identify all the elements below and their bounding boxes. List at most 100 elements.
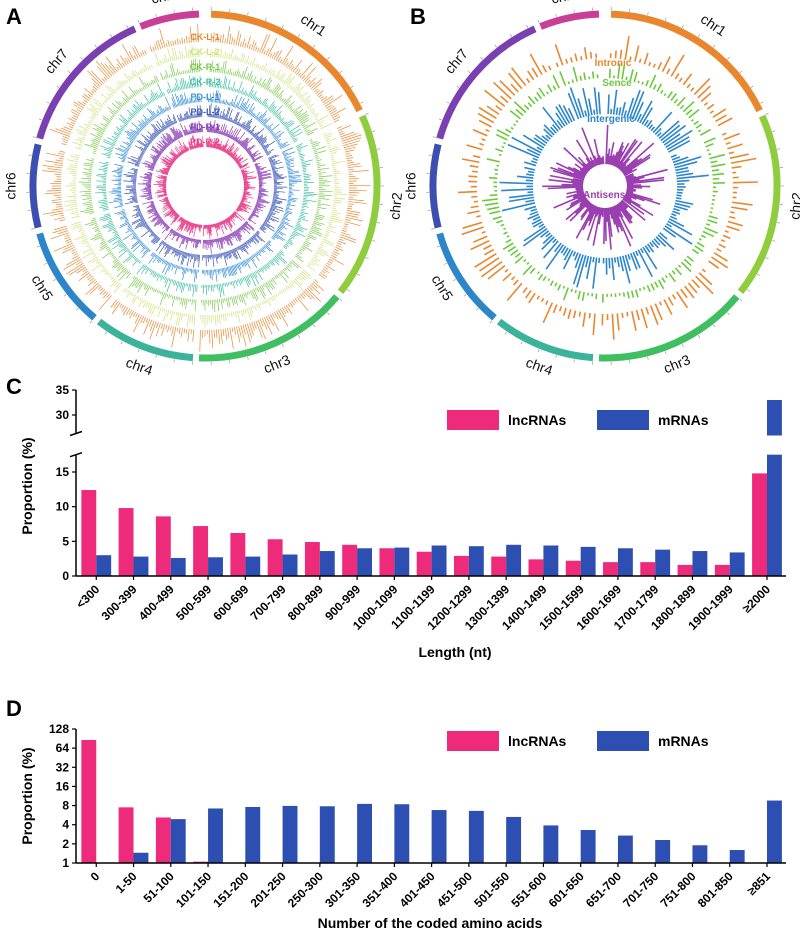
track-bar: [255, 205, 262, 209]
track-bar: [168, 159, 174, 164]
track-bar: [262, 223, 275, 232]
track-bar: [310, 229, 322, 235]
track-bar: [629, 56, 632, 61]
bar-mrnas: [245, 806, 261, 863]
track-bar: [118, 132, 122, 135]
track-bar: [240, 325, 247, 347]
track-bar: [162, 203, 171, 209]
track-bar: [116, 58, 124, 68]
track-bar: [133, 55, 137, 60]
track-bar: [139, 103, 144, 109]
track-bar: [149, 100, 152, 104]
track-bar: [176, 327, 179, 332]
chromosome-tick: [777, 222, 781, 224]
track-bar: [653, 238, 661, 246]
track-bar: [124, 288, 128, 293]
track-bar: [672, 210, 681, 215]
track-bar: [127, 147, 130, 149]
track-bar: [196, 284, 198, 292]
track-bar: [175, 130, 181, 139]
track-bar: [92, 85, 98, 91]
track-bar: [183, 38, 186, 44]
track-bar: [173, 264, 176, 268]
track-bar: [306, 264, 316, 272]
track-bar: [290, 235, 295, 239]
track-bar: [184, 149, 187, 153]
track-bar: [132, 198, 138, 201]
track-bar: [134, 257, 138, 261]
track-bar: [635, 250, 639, 257]
track-bar: [300, 272, 308, 280]
track-bar: [293, 229, 298, 232]
track-bar: [131, 109, 137, 115]
track-bar: [285, 286, 288, 290]
track-bar: [509, 193, 534, 199]
track-bar: [135, 237, 139, 240]
track-bar: [153, 128, 160, 135]
track-bar: [169, 207, 173, 210]
track-bar: [165, 162, 172, 167]
track-bar: [526, 173, 534, 177]
track-bar: [220, 146, 223, 151]
track-bar: [110, 276, 115, 281]
track-bar: [101, 266, 105, 269]
track-bar: [221, 220, 227, 230]
chromosome-tick: [747, 289, 750, 292]
track-bar: [169, 211, 176, 217]
chromosome-tick: [555, 355, 557, 359]
track-bar: [652, 111, 673, 134]
track-bar: [256, 168, 265, 172]
track-bar: [588, 206, 598, 226]
track-bar: [660, 89, 664, 94]
track-bar: [137, 159, 141, 162]
track-bar: [185, 145, 189, 152]
track-bar: [240, 102, 245, 111]
track-bar: [193, 145, 195, 149]
track-bar: [239, 163, 248, 169]
track-bar: [268, 154, 277, 159]
track-bar: [176, 216, 182, 223]
track-bar: [619, 158, 631, 171]
track-bar: [614, 205, 634, 240]
track-bar: [161, 124, 166, 130]
track-bar: [266, 298, 272, 307]
track-bar: [108, 200, 123, 204]
track-bar: [278, 143, 282, 146]
track-bar: [144, 177, 152, 180]
legend-label-mrnas-d: mRNAs: [658, 733, 709, 749]
track-bar: [164, 108, 167, 112]
track-bar: [232, 129, 239, 140]
track-bar: [196, 224, 199, 228]
track-bar: [86, 159, 94, 162]
track-bar: [232, 154, 238, 160]
track-bar: [131, 212, 142, 217]
track-bar: [146, 108, 156, 119]
track-bar: [129, 142, 133, 145]
track-bar: [242, 324, 246, 335]
chromosome-tick: [372, 240, 376, 242]
track-bar: [249, 216, 252, 219]
track-bar: [236, 157, 244, 164]
track-bar: [157, 193, 167, 197]
track-bar: [171, 263, 175, 271]
track-bar: [641, 81, 644, 85]
track-bar: [174, 213, 178, 217]
track-bar: [286, 285, 291, 290]
track-bar: [173, 136, 177, 141]
track-bar: [346, 159, 353, 162]
track-bar: [131, 294, 137, 302]
track-bar: [698, 238, 702, 241]
track-bar: [567, 81, 571, 85]
track-bar: [626, 188, 636, 192]
track-bar: [147, 117, 152, 123]
track-bar: [119, 114, 130, 123]
track-bar: [260, 101, 263, 105]
track-bar: [207, 140, 209, 148]
track-bar: [108, 146, 114, 150]
track-bar: [109, 115, 114, 119]
track-bar: [232, 72, 235, 76]
track-bar: [171, 326, 174, 336]
track-bar: [193, 126, 196, 134]
track-bar: [248, 307, 253, 318]
track-bar: [326, 138, 337, 143]
